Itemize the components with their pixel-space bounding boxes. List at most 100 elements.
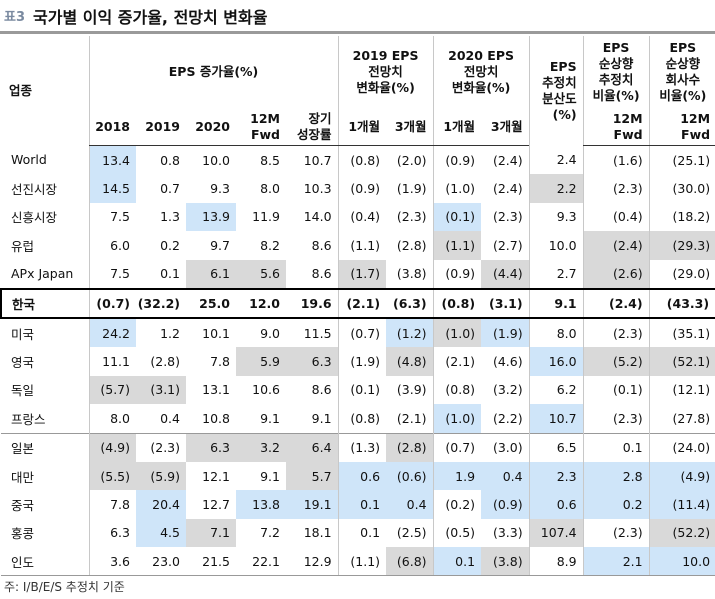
table-row: 대만 (5.5) (5.9) 12.1 9.1 5.7 0.6 (0.6) 1.9 0.4 2.3 2… [1,461,715,491]
table-row: 신흥시장 7.5 1.3 13.9 11.9 14.0 (0.4) (2.3) (0.1) (2.… [1,202,715,232]
cell: (2.4) [582,287,650,319]
cell: 1.2 [160,325,180,341]
cell: (2.1) [432,347,482,376]
row-label: 미국 [11,326,35,342]
cell: (2.3) [396,209,427,225]
cell: 8.6 [311,382,332,398]
cell: 11.1 [88,347,136,376]
cell: 6.4 [286,432,339,462]
cell: (29.0) [648,259,715,289]
cell: (2.1) [337,287,387,319]
cell: 21.5 [186,547,236,577]
cell: (0.7) [432,432,482,462]
row-label: 일본 [1,432,89,462]
cell: (0.8) [432,287,482,319]
table-row: 홍콩 6.3 4.5 7.1 7.2 18.1 0.1 (2.5) (0.5) (3.3) 107.… [1,518,715,548]
cell: (5.5) [88,461,136,491]
cell: 2.2 [528,174,584,203]
column-header: 2019 [136,108,186,146]
cell: 19.6 [286,287,339,319]
header-line: 추정치 [598,72,634,87]
cell: (29.3) [648,231,715,260]
header-line: 3개월 [394,118,427,134]
header-line: 회사수 [665,72,701,87]
cell: (3.2) [492,382,523,398]
cell: 107.4 [528,518,584,548]
cell: (0.4) [582,202,650,232]
cell: 0.4 [481,461,530,491]
cell: (1.2) [386,317,434,348]
cell: 7.5 [88,202,136,232]
column-header: 12M Fwd [648,108,715,146]
cell: (6.8) [386,547,434,577]
header-line: Fwd [613,126,643,142]
cell: (12.1) [648,375,715,405]
cell: 6.3 [88,518,136,548]
header-line: 분산도 [542,90,577,106]
cell: 2.4 [528,145,584,175]
cell: 9.3 [210,181,230,197]
cell: 0.1 [337,490,387,519]
cell: (1.1) [337,547,387,577]
cell: 2.3 [528,461,584,491]
group-header: EPS 순상향 추정치 비율(%) [582,36,650,108]
cell: 0.7 [160,181,180,197]
table-label: 표3 [4,10,26,25]
cell: (5.9) [136,461,186,491]
cell: 10.1 [202,325,230,341]
cell: 2.1 [582,547,650,577]
cell: (5.7) [88,375,136,405]
cell: 20.4 [136,490,186,519]
cell: (2.7) [492,237,523,253]
header-line: 2019 EPS [352,48,419,63]
row-label: 선진시장 [11,182,58,198]
row-label: 유럽 [11,238,35,254]
cell: 0.8 [160,152,180,168]
cell: 11.9 [252,209,280,225]
cell: (52.2) [648,518,715,548]
cell: (2.5) [396,525,427,541]
cell: 7.2 [260,525,280,541]
row-label: 독일 [11,383,35,399]
column-header: 3개월 [386,108,434,146]
table-row: APx Japan 7.5 0.1 6.1 5.6 8.6 (1.7) (3.8) (0.9)(… [1,259,715,289]
cell: (6.3) [386,287,434,319]
header-row: 업종 EPS 증가율(%) 2019 EPS 전망치 변화율(%) 2020 EPS 전망치… [1,36,715,146]
cell: (1.6) [582,145,650,175]
cell: (3.3) [492,525,523,541]
header-line: EPS [602,40,630,55]
cell: 13.9 [186,202,236,232]
cell: 0.1 [337,518,387,548]
header-line: (%) [552,106,577,122]
table-row: 중국 7.8 20.4 12.7 13.8 19.1 0.1 0.4 (0.2) (0.9) 0.6… [1,490,715,519]
header-line: 변화율(%) [356,80,415,95]
cell: (2.8) [396,237,427,253]
cell: 14.0 [303,209,332,225]
cell: (2.6) [582,259,650,289]
header-line: EPS [549,58,577,74]
cell: (1.7) [337,259,387,289]
cell: (3.1) [481,287,530,319]
cell: 11.5 [303,325,332,341]
cell: 10.0 [528,231,584,260]
cell: 8.9 [528,547,584,577]
cell: 12.7 [202,496,230,512]
header-line: 변화율(%) [451,80,511,95]
cell: 0.1 [432,547,482,577]
cell: (4.4) [481,259,530,289]
group-header: EPS 추정치 분산도 (%) [528,36,584,146]
cell: 10.6 [252,382,280,398]
cell: 5.9 [236,347,286,376]
cell: (2.2) [492,410,523,426]
cell: 9.1 [311,410,332,426]
cell: (2.3) [582,174,650,203]
cell: 8.0 [88,404,136,434]
cell: (0.1) [432,202,482,232]
column-header: 2020 [186,108,236,146]
cell: 0.6 [528,490,584,519]
header-line: Fwd [250,126,280,142]
cell: (2.0) [396,152,427,168]
cell: (0.5) [432,518,482,548]
table-title: 국가별 이익 증가율, 전망치 변화율 [33,7,268,27]
